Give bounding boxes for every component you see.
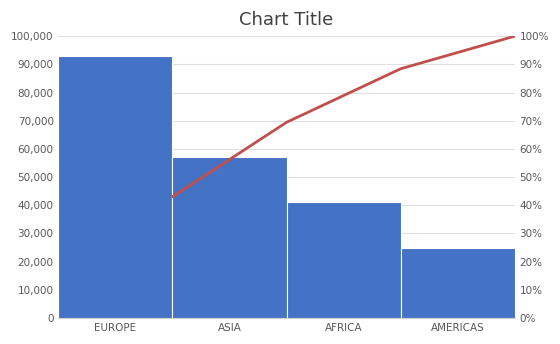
Bar bbox=[58, 56, 172, 318]
Bar bbox=[400, 248, 515, 318]
Bar bbox=[172, 158, 287, 318]
Bar bbox=[287, 203, 400, 318]
Title: Chart Title: Chart Title bbox=[239, 11, 334, 29]
